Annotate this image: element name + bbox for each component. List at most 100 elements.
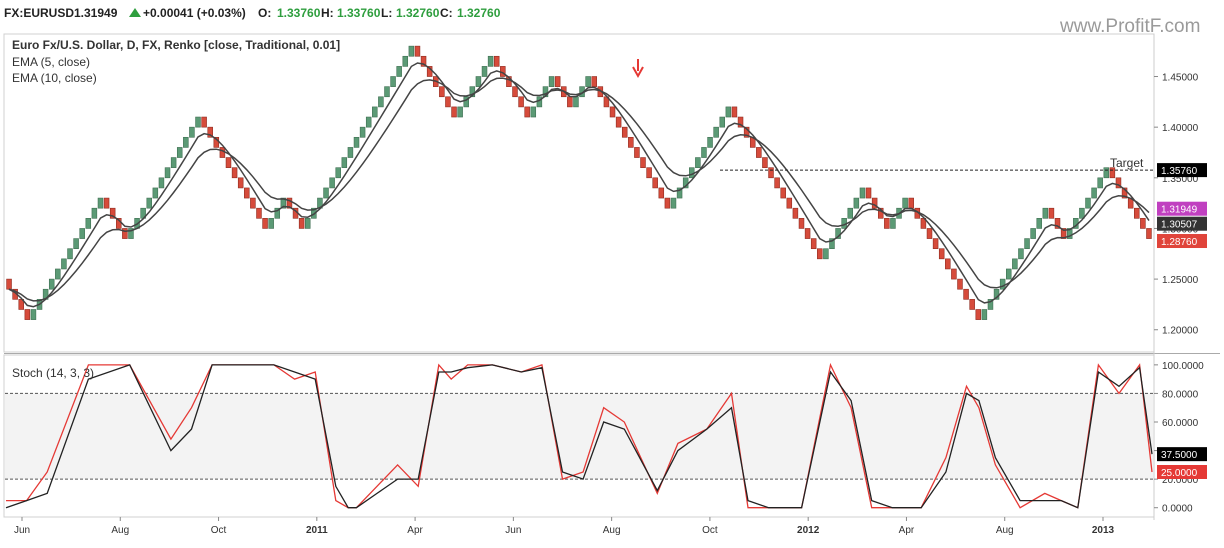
- renko-brick-up: [475, 76, 482, 87]
- renko-brick-down: [256, 207, 262, 219]
- renko-brick-down: [1060, 228, 1067, 239]
- renko-brick-up: [183, 136, 189, 148]
- renko-brick-up: [79, 228, 85, 239]
- renko-brick-down: [731, 106, 738, 118]
- renko-brick-up: [30, 309, 37, 320]
- open-label: O:: [258, 6, 271, 20]
- renko-brick-down: [884, 218, 890, 229]
- renko-brick-down: [871, 197, 878, 209]
- renko-brick-up: [902, 197, 908, 209]
- renko-brick-up: [487, 55, 494, 67]
- renko-brick-up: [91, 207, 98, 219]
- renko-brick-down: [122, 228, 128, 239]
- renko-brick-down: [865, 187, 872, 199]
- renko-brick-up: [463, 96, 469, 108]
- renko-brick-up: [530, 106, 537, 118]
- price-tick-label: 1.25000: [1162, 275, 1199, 286]
- renko-brick-down: [756, 147, 762, 158]
- price-tag-ema: [1157, 216, 1207, 231]
- price-tick-label: 1.45000: [1162, 73, 1199, 84]
- renko-brick-down: [768, 167, 774, 179]
- renko-brick-down: [1121, 187, 1128, 199]
- renko-brick-up: [85, 218, 92, 229]
- renko-brick-up: [55, 268, 61, 280]
- renko-brick-down: [439, 86, 445, 98]
- renko-brick-down: [237, 177, 244, 189]
- renko-brick-down: [798, 218, 805, 229]
- renko-brick-up: [573, 96, 579, 108]
- renko-brick-up: [396, 66, 402, 77]
- price-tag-target: [1157, 163, 1207, 178]
- renko-brick-down: [451, 106, 457, 118]
- price-change: +0.00041 (+0.03%): [143, 6, 246, 20]
- renko-brick-down: [512, 86, 518, 98]
- time-tick-label: 2012: [797, 525, 820, 536]
- time-tick-label: Aug: [111, 525, 129, 536]
- price-tag-label: 1.30507: [1161, 220, 1198, 231]
- renko-brick-up: [73, 238, 79, 250]
- renko-brick-down: [640, 157, 646, 168]
- time-tick-label: Aug: [996, 525, 1014, 536]
- renko-brick-up: [1085, 197, 1091, 209]
- renko-brick-down: [1146, 228, 1152, 239]
- renko-brick-up: [707, 136, 713, 148]
- renko-brick-down: [609, 106, 616, 118]
- renko-brick-down: [975, 309, 982, 320]
- renko-brick-down: [518, 96, 524, 108]
- ema-line-5: [8, 62, 1150, 308]
- price-tag-close: [1157, 234, 1207, 249]
- renko-brick-down: [664, 197, 671, 209]
- renko-brick-down: [109, 207, 116, 219]
- renko-brick-up: [725, 106, 732, 118]
- renko-brick-down: [804, 228, 811, 239]
- renko-brick-up: [146, 197, 152, 209]
- last-price: 1.31949: [74, 6, 118, 20]
- renko-brick-up: [189, 126, 195, 138]
- low-value: 1.32760: [396, 6, 440, 20]
- renko-brick-down: [1109, 167, 1116, 179]
- renko-brick-up: [676, 187, 683, 199]
- open-value: 1.33760: [277, 6, 321, 20]
- renko-brick-up: [195, 116, 201, 128]
- renko-brick-down: [445, 96, 451, 108]
- renko-brick-down: [225, 157, 232, 168]
- renko-brick-down: [231, 167, 238, 179]
- renko-brick-down: [286, 197, 293, 209]
- stoch-tick-label: 60.0000: [1162, 418, 1199, 429]
- renko-brick-up: [890, 218, 896, 229]
- time-tick-label: Apr: [407, 525, 423, 536]
- renko-brick-up: [372, 106, 378, 118]
- stoch-tick-label: 100.0000: [1162, 361, 1204, 372]
- renko-brick-down: [207, 126, 213, 138]
- renko-brick-down: [24, 309, 31, 320]
- renko-brick-down: [963, 288, 969, 300]
- renko-brick-down: [621, 126, 628, 138]
- renko-brick-down: [615, 116, 622, 128]
- renko-brick-up: [353, 136, 360, 148]
- renko-brick-up: [1012, 258, 1018, 270]
- renko-brick-up: [61, 258, 67, 270]
- renko-brick-down: [628, 136, 634, 148]
- renko-brick-up: [457, 106, 463, 118]
- renko-brick-up: [384, 86, 390, 98]
- renko-brick-down: [262, 218, 268, 229]
- renko-brick-up: [853, 197, 860, 209]
- renko-brick-up: [268, 218, 274, 229]
- renko-brick-up: [402, 55, 409, 67]
- renko-brick-up: [999, 278, 1006, 290]
- renko-brick-down: [414, 45, 421, 57]
- price-tag-label: 1.31949: [1161, 205, 1198, 216]
- renko-brick-down: [810, 238, 817, 250]
- renko-brick-up: [585, 76, 591, 87]
- renko-brick-down: [957, 278, 963, 290]
- renko-brick-down: [201, 116, 207, 128]
- renko-brick-up: [176, 147, 183, 158]
- ema5-legend: EMA (5, close): [12, 55, 90, 69]
- time-tick-label: Jun: [14, 525, 30, 536]
- renko-brick-up: [701, 147, 707, 158]
- renko-brick-up: [1097, 177, 1103, 189]
- renko-brick-up: [981, 309, 988, 320]
- renko-brick-up: [548, 76, 555, 87]
- renko-brick-up: [1042, 207, 1049, 219]
